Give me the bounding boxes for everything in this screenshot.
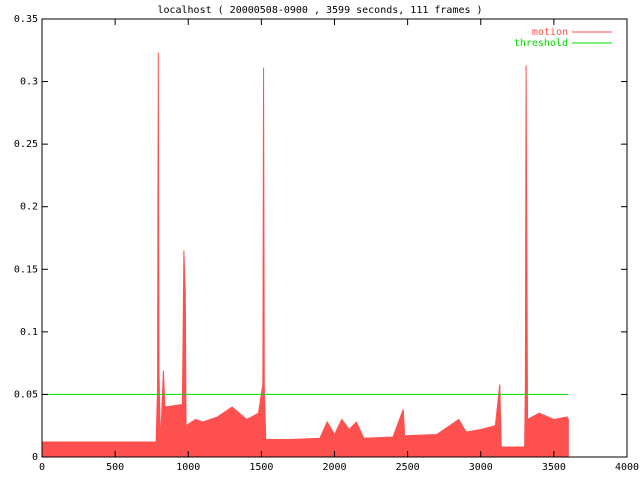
y-tick-label: 0.35 [14,14,38,25]
y-tick-label: 0.05 [14,389,38,400]
motion-area [41,52,569,458]
x-tick-label: 4000 [615,462,639,473]
y-tick-label: 0.15 [14,264,38,275]
y-tick-label: 0 [32,452,38,463]
legend-label: motion [532,27,568,38]
x-tick-label: 1500 [249,462,273,473]
x-tick-label: 3000 [469,462,493,473]
x-tick-label: 2000 [322,462,346,473]
chart-title: localhost ( 20000508-0900 , 3599 seconds… [157,5,482,16]
legend-label: threshold [514,38,568,49]
x-tick-label: 1000 [176,462,200,473]
y-tick-label: 0.25 [14,139,38,150]
x-tick-label: 2500 [396,462,420,473]
y-tick-label: 0.1 [20,327,38,338]
y-tick-label: 0.3 [20,77,38,88]
x-tick-label: 0 [39,462,45,473]
y-tick-label: 0.2 [20,202,38,213]
x-tick-label: 3500 [542,462,566,473]
x-tick-label: 500 [106,462,124,473]
